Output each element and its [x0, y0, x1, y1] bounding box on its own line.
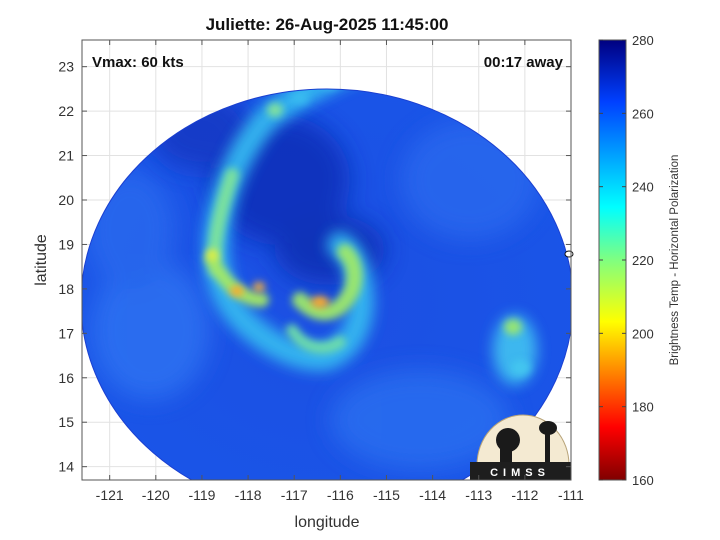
colorbar-ticks: 160 180 200 220 240 260 280	[599, 33, 654, 488]
colorbar-tick-label: 280	[632, 33, 654, 48]
axes-box	[81, 39, 572, 481]
x-tick-label: -117	[281, 487, 308, 503]
y-tick-label: 20	[58, 192, 74, 208]
y-tick-label: 19	[58, 236, 74, 252]
x-tick-label: -121	[96, 487, 124, 503]
colorbar-tick-label: 260	[632, 106, 654, 121]
y-tick-label: 23	[58, 59, 74, 75]
colorbar-tick-label: 240	[632, 180, 654, 195]
y-tick-label: 21	[58, 148, 74, 164]
colorbar-tick-label: 180	[632, 400, 654, 415]
y-axis-ticks: 14 15 16 17 18 19 20 21 22 23	[58, 59, 571, 475]
x-tick-label: -116	[327, 487, 354, 503]
vmax-label: Vmax: 60 kts	[92, 54, 184, 71]
colorbar-tick-label: 220	[632, 253, 654, 268]
x-tick-label: -114	[419, 487, 446, 503]
x-tick-label: -119	[188, 487, 215, 503]
y-tick-label: 16	[58, 370, 74, 386]
y-tick-label: 15	[58, 414, 74, 430]
x-tick-label: -118	[235, 487, 262, 503]
y-tick-label: 14	[58, 459, 74, 475]
edge-marker	[564, 250, 574, 258]
y-tick-label: 22	[58, 103, 74, 119]
x-axis-ticks: -121 -120 -119 -118 -117 -116 -115 -114 -113 -112…	[96, 40, 584, 503]
x-axis-label: longitude	[295, 514, 360, 531]
x-tick-label: -111	[558, 487, 584, 503]
colorbar-tick-label: 160	[632, 473, 654, 488]
y-axis-label: latitude	[33, 234, 50, 286]
cimss-logo: CIMSS	[470, 414, 571, 480]
x-tick-label: -113	[465, 487, 492, 503]
imagery-swath	[82, 88, 571, 480]
x-tick-label: -115	[373, 487, 400, 503]
colorbar	[598, 39, 627, 481]
colorbar-label: Brightness Temp - Horizontal Polarizatio…	[669, 155, 681, 366]
y-tick-label: 18	[58, 281, 74, 297]
x-tick-label: -120	[142, 487, 170, 503]
time-label: 00:17 away	[484, 54, 564, 71]
y-tick-label: 17	[58, 325, 74, 341]
colorbar-tick-label: 200	[632, 326, 654, 341]
x-tick-label: -112	[511, 487, 538, 503]
chart-title: Juliette: 26-Aug-2025 11:45:00	[206, 15, 449, 34]
logo-text: CIMSS	[490, 467, 550, 479]
